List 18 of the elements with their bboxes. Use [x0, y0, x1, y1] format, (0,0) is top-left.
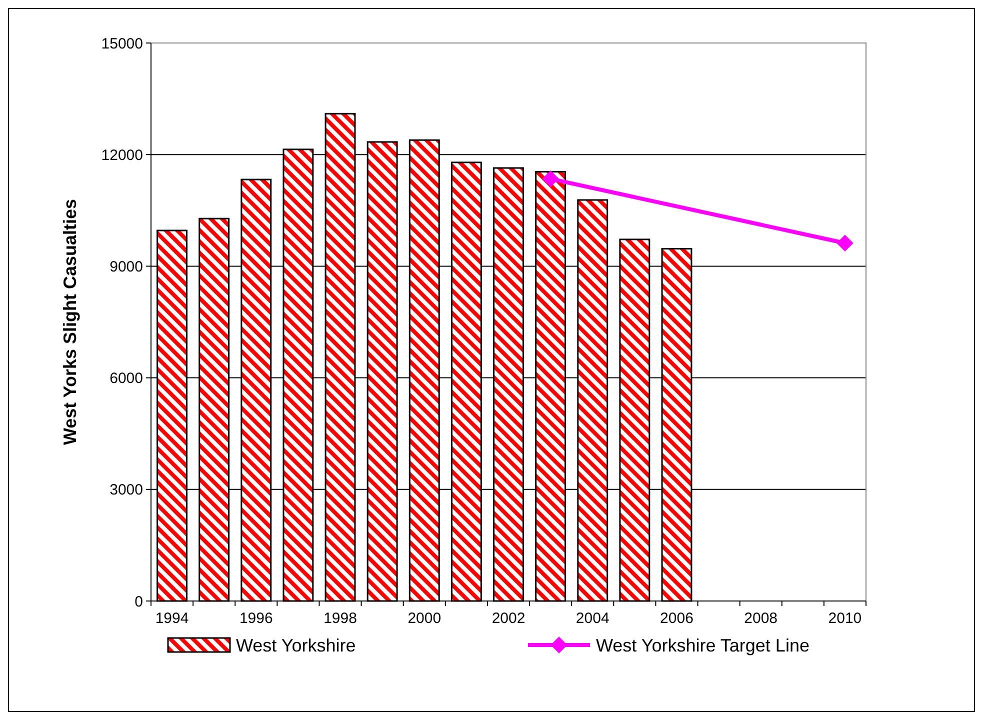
x-tick-label: 2008 — [744, 610, 778, 627]
x-tick-label: 2010 — [828, 610, 862, 627]
legend-label: West Yorkshire Target Line — [596, 635, 810, 656]
y-tick-label: 15000 — [101, 35, 143, 52]
x-tick-label: 1996 — [239, 610, 273, 627]
x-tick-label: 2000 — [408, 610, 442, 627]
x-tick-label: 1994 — [155, 610, 189, 627]
x-tick-label: 2002 — [492, 610, 526, 627]
y-tick-label: 0 — [134, 593, 143, 610]
y-tick-label: 9000 — [110, 258, 143, 276]
x-tick-label: 1998 — [324, 610, 357, 627]
x-tick-label: 2006 — [660, 610, 694, 627]
y-tick-label: 12000 — [101, 146, 143, 164]
y-tick-label: 3000 — [110, 482, 143, 499]
legend-label: West Yorkshire — [236, 635, 356, 656]
x-tick-label: 2004 — [576, 610, 610, 627]
y-axis-title: West Yorks Slight Casualties — [60, 198, 80, 446]
y-tick-label: 6000 — [110, 370, 143, 388]
